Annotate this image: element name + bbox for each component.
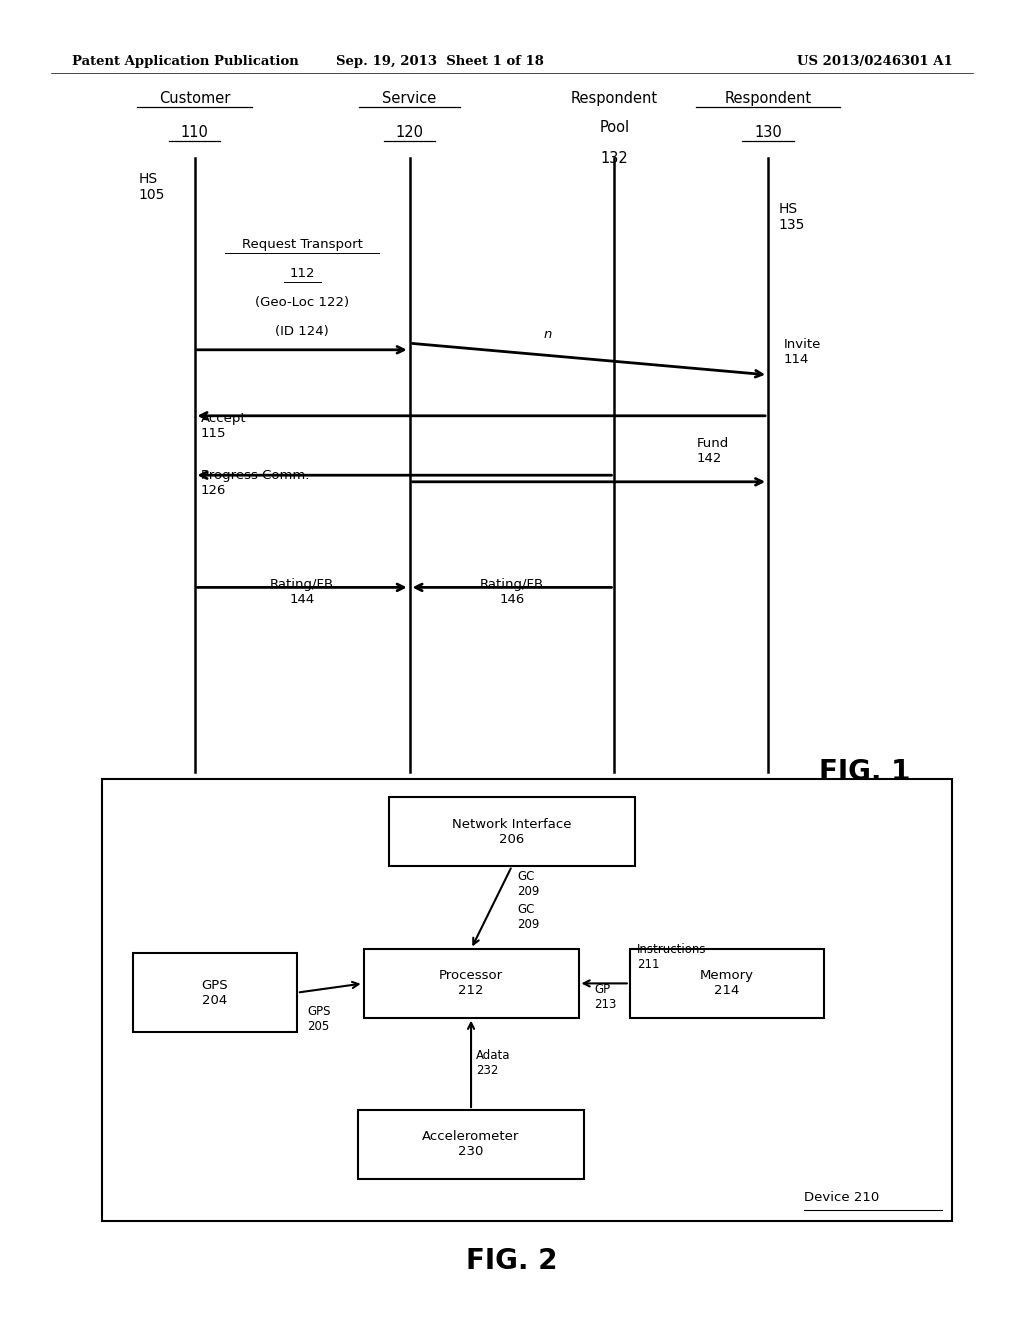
Bar [133, 953, 297, 1032]
Text: 120: 120 [395, 125, 424, 140]
Bar [364, 949, 579, 1018]
Text: Respondent: Respondent [724, 91, 812, 106]
Text: Memory
214: Memory 214 [700, 969, 754, 998]
Text: FIG. 2: FIG. 2 [466, 1246, 558, 1275]
Text: GPS
205: GPS 205 [307, 1005, 331, 1034]
Text: 130: 130 [754, 125, 782, 140]
Text: FIG. 1: FIG. 1 [819, 758, 910, 787]
Text: Adata
232: Adata 232 [476, 1048, 511, 1077]
Text: Rating/FB
144: Rating/FB 144 [270, 578, 334, 606]
Text: GPS
204: GPS 204 [202, 978, 228, 1007]
Bar [389, 797, 635, 866]
Text: Respondent: Respondent [570, 91, 658, 106]
Text: GC
209: GC 209 [517, 870, 540, 899]
Text: Instructions
211: Instructions 211 [637, 942, 707, 972]
Bar [102, 779, 952, 1221]
Text: 112: 112 [290, 267, 314, 280]
Text: Processor
212: Processor 212 [439, 969, 503, 998]
Text: (Geo-Loc 122): (Geo-Loc 122) [255, 296, 349, 309]
Text: (ID 124): (ID 124) [275, 325, 329, 338]
Text: Accelerometer
230: Accelerometer 230 [422, 1130, 520, 1159]
Text: Accept
115: Accept 115 [201, 412, 247, 440]
Text: Device 210: Device 210 [804, 1191, 879, 1204]
Bar [358, 1110, 584, 1179]
Text: Patent Application Publication: Patent Application Publication [72, 55, 298, 69]
Bar [630, 949, 824, 1018]
Text: Network Interface
206: Network Interface 206 [453, 817, 571, 846]
Text: Fund
142: Fund 142 [696, 437, 728, 465]
Text: Progress Comm.
126: Progress Comm. 126 [201, 469, 309, 496]
Text: Customer: Customer [159, 91, 230, 106]
Text: 110: 110 [180, 125, 209, 140]
Text: Invite
114: Invite 114 [783, 338, 820, 367]
Text: Request Transport: Request Transport [242, 238, 362, 251]
Text: GP
213: GP 213 [594, 982, 616, 1011]
Text: HS
105: HS 105 [138, 172, 165, 202]
Text: GC
209: GC 209 [517, 903, 540, 932]
Text: n: n [544, 327, 552, 341]
Text: Pool: Pool [599, 120, 630, 135]
Text: Rating/FB
146: Rating/FB 146 [480, 578, 544, 606]
Text: Sep. 19, 2013  Sheet 1 of 18: Sep. 19, 2013 Sheet 1 of 18 [336, 55, 545, 69]
Text: HS
135: HS 135 [778, 202, 805, 232]
Text: US 2013/0246301 A1: US 2013/0246301 A1 [797, 55, 952, 69]
Text: Service: Service [383, 91, 436, 106]
Text: 132: 132 [600, 152, 629, 166]
